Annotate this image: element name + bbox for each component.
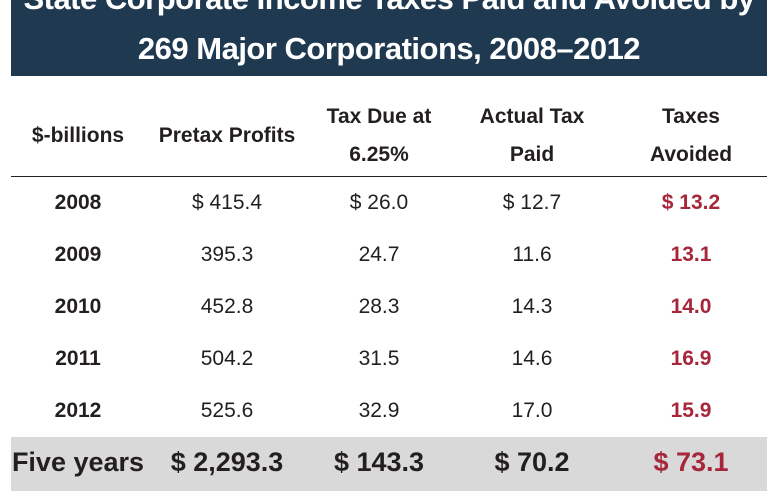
total-pretax-profits-cell: $ 2,293.3	[145, 437, 309, 491]
pretax-profits-cell: 395.3	[200, 243, 254, 266]
year-cell: 2011	[55, 347, 101, 370]
header-label: $-billions	[31, 124, 125, 147]
table-row: 2009 395.3 24.7 11.6 13.1	[11, 229, 767, 281]
actual-tax-cell: 17.0	[511, 399, 553, 422]
actual-tax-cell: $ 12.7	[502, 191, 562, 214]
title-banner: State Corporate Income Taxes Paid and Av…	[11, 0, 767, 76]
tax-due-cell: 24.7	[358, 243, 400, 266]
header-label: Actual Tax	[479, 105, 585, 128]
taxes-avoided-cell: 15.9	[670, 399, 712, 422]
table-row: 2011 504.2 31.5 14.6 16.9	[11, 333, 767, 385]
year-cell: 2012	[54, 399, 102, 422]
header-label: Avoided	[649, 143, 733, 166]
total-label-cell: Five years	[11, 437, 145, 491]
tax-due-cell: 32.9	[358, 399, 400, 422]
header-label: Pretax Profits	[158, 124, 296, 147]
pretax-profits-cell: 525.6	[200, 399, 254, 422]
taxes-avoided-cell: $ 13.2	[661, 191, 721, 214]
header-label: Tax Due at	[326, 105, 432, 128]
pretax-profits-cell: $ 415.4	[191, 191, 263, 214]
header-label: Paid	[509, 143, 555, 166]
tax-table: $-billions Pretax Profits Tax Due at 6.2…	[11, 96, 767, 491]
taxes-avoided-cell: 16.9	[670, 347, 712, 370]
actual-tax-cell: 14.6	[511, 347, 553, 370]
taxes-avoided-cell: 14.0	[670, 295, 712, 318]
table-row: 2012 525.6 32.9 17.0 15.9	[11, 385, 767, 437]
year-cell: 2008	[54, 191, 102, 214]
pretax-profits-cell: 504.2	[200, 347, 254, 370]
total-actual-tax-cell: $ 70.2	[449, 437, 615, 491]
title-line-2: 269 Major Corporations, 2008–2012	[137, 31, 641, 66]
header-label: 6.25%	[349, 143, 409, 166]
table-header-row: $-billions Pretax Profits Tax Due at 6.2…	[11, 96, 767, 177]
table-row: 2010 452.8 28.3 14.3 14.0	[11, 281, 767, 333]
header-label: Taxes	[662, 105, 720, 128]
header-tax-due: Tax Due at 6.25%	[309, 96, 449, 177]
header-actual-tax-paid: Actual Tax Paid	[449, 96, 615, 177]
header-pretax-profits: Pretax Profits	[145, 96, 309, 177]
actual-tax-cell: 14.3	[511, 295, 553, 318]
header-taxes-avoided: Taxes Avoided	[615, 96, 767, 177]
pretax-profits-cell: 452.8	[200, 295, 254, 318]
tax-due-cell: $ 26.0	[349, 191, 409, 214]
total-taxes-avoided-cell: $ 73.1	[615, 437, 767, 491]
total-tax-due-cell: $ 143.3	[309, 437, 449, 491]
year-cell: 2009	[54, 243, 102, 266]
tax-due-cell: 28.3	[358, 295, 400, 318]
header-billions: $-billions	[11, 96, 145, 177]
table-row: 2008 $ 415.4 $ 26.0 $ 12.7 $ 13.2	[11, 177, 767, 230]
title-line-1: State Corporate Income Taxes Paid and Av…	[11, 0, 767, 17]
taxes-avoided-cell: 13.1	[670, 243, 712, 266]
total-row: Five years $ 2,293.3 $ 143.3 $ 70.2 $ 73…	[11, 437, 767, 491]
actual-tax-cell: 11.6	[512, 243, 552, 266]
tax-due-cell: 31.5	[358, 347, 400, 370]
year-cell: 2010	[54, 295, 102, 318]
